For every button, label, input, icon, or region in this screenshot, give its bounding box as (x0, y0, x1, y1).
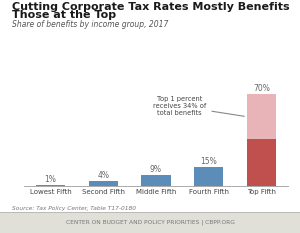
Bar (36, 185, 65, 186)
Text: Cutting Corporate Tax Rates Mostly Benefits: Cutting Corporate Tax Rates Mostly Benef… (12, 2, 290, 12)
Text: 15%: 15% (200, 157, 217, 166)
Text: 1%: 1% (44, 175, 56, 184)
Text: Those at the Top: Those at the Top (12, 10, 116, 21)
Text: Share of benefits by income group, 2017: Share of benefits by income group, 2017 (12, 20, 168, 29)
Text: 4%: 4% (97, 171, 109, 180)
Bar (247, 94, 276, 139)
Text: Source: Tax Policy Center, Table T17-0180: Source: Tax Policy Center, Table T17-018… (12, 206, 136, 211)
Text: Top 1 percent
receives 34% of
total benefits: Top 1 percent receives 34% of total bene… (153, 96, 244, 116)
Bar (194, 167, 223, 186)
Text: 9%: 9% (150, 164, 162, 174)
Bar (89, 181, 118, 186)
Text: 70%: 70% (253, 84, 270, 93)
Bar (247, 94, 276, 186)
Text: CENTER ON BUDGET AND POLICY PRIORITIES | CBPP.ORG: CENTER ON BUDGET AND POLICY PRIORITIES |… (66, 220, 234, 225)
Bar (142, 175, 170, 186)
